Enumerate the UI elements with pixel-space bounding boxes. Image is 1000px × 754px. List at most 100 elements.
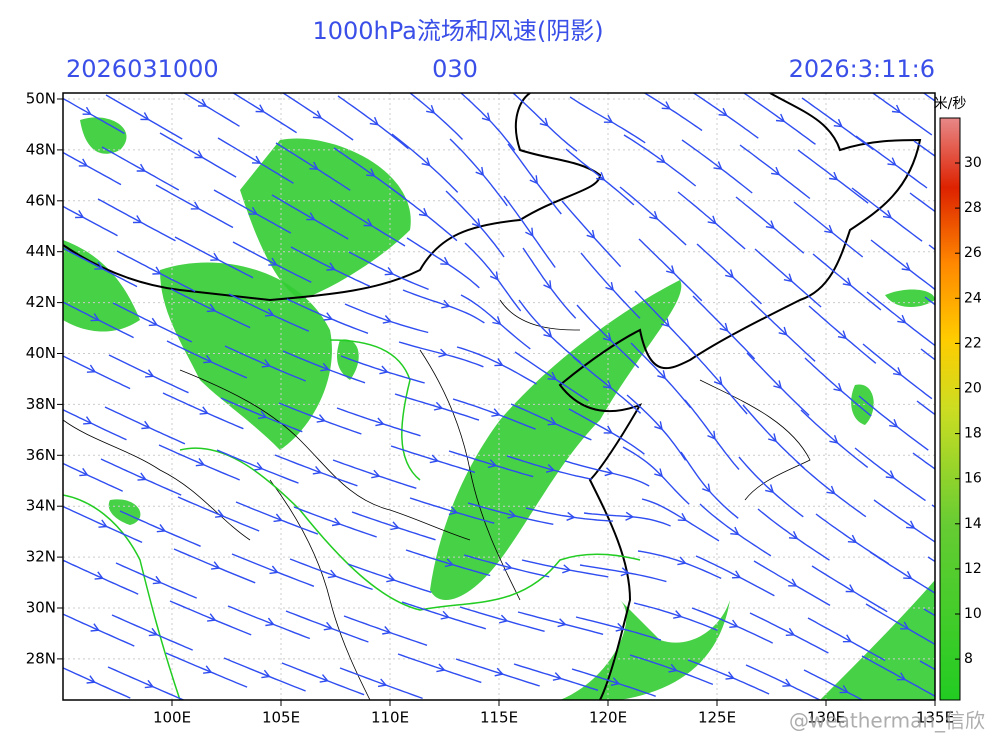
- arrowhead: [829, 171, 839, 181]
- lat-label: 28N: [26, 649, 56, 667]
- streamline: [455, 658, 540, 687]
- streamline: [571, 668, 656, 697]
- streamline: [387, 185, 458, 242]
- streamline: [796, 461, 867, 518]
- map-title: 1000hPa流场和风速(阴影): [312, 17, 603, 45]
- streamline: [507, 143, 562, 215]
- streamline: [753, 560, 831, 607]
- streamline: [111, 614, 193, 651]
- streamline: [448, 450, 534, 478]
- arrowhead: [79, 467, 89, 477]
- arrowhead: [377, 678, 388, 688]
- arrowhead: [211, 561, 221, 570]
- arrowhead: [566, 511, 576, 521]
- streamline: [637, 550, 722, 580]
- arrowhead: [779, 731, 787, 738]
- arrowhead: [268, 257, 278, 266]
- streamline: [162, 392, 244, 430]
- streamline: [97, 198, 176, 242]
- colorbar: [939, 117, 961, 701]
- arrowhead: [384, 266, 395, 276]
- lat-label: 34N: [26, 497, 56, 515]
- streamline: [738, 456, 804, 518]
- arrowhead: [487, 459, 498, 469]
- streamline: [688, 347, 748, 415]
- arrowhead: [543, 328, 553, 338]
- arrowhead: [545, 464, 556, 473]
- arrowhead: [889, 419, 899, 428]
- arrowhead: [265, 308, 275, 317]
- streamline: [177, 496, 260, 532]
- colorbar-tick-label: 26: [964, 245, 982, 261]
- arrowhead: [785, 627, 796, 636]
- arrowhead: [783, 273, 793, 283]
- streamline: [750, 300, 816, 362]
- arrowhead: [503, 561, 513, 571]
- arrowhead: [82, 106, 92, 115]
- arrowhead: [326, 262, 336, 271]
- streamline: [445, 190, 505, 258]
- arrowhead: [666, 265, 676, 275]
- arrowhead: [86, 675, 96, 684]
- streamline: [793, 201, 864, 258]
- arrowhead: [529, 175, 539, 185]
- streamline: [159, 132, 237, 178]
- streamline: [522, 247, 577, 319]
- arrowhead: [152, 266, 162, 275]
- lat-label: 30N: [26, 599, 56, 617]
- arrowhead: [606, 731, 614, 739]
- arrowhead: [586, 229, 596, 239]
- streamline: [459, 93, 516, 151]
- arrowhead: [882, 210, 893, 219]
- streamline: [807, 617, 886, 662]
- streamline: [514, 351, 589, 402]
- arrowhead: [494, 667, 504, 677]
- streamline: [677, 191, 746, 250]
- streamline: [336, 407, 421, 437]
- streamline: [112, 302, 193, 343]
- streamline: [803, 669, 864, 700]
- lon-label: 125E: [698, 709, 736, 727]
- arrowhead: [382, 315, 393, 324]
- colorbar-tick-label: 12: [964, 561, 982, 577]
- arrowhead: [668, 663, 678, 673]
- arrowhead: [654, 421, 663, 431]
- arrowhead: [731, 570, 742, 579]
- graticule: [63, 93, 935, 700]
- arrowhead: [719, 322, 729, 332]
- streamline: [63, 462, 123, 492]
- arrowhead: [702, 483, 711, 493]
- streamline: [858, 395, 929, 451]
- arrowhead: [615, 622, 625, 632]
- streamline: [572, 356, 642, 414]
- arrowhead: [261, 359, 271, 368]
- init-time: 2026031000: [66, 55, 219, 83]
- arrowhead: [215, 509, 225, 518]
- streamline: [695, 555, 775, 597]
- streamline: [63, 613, 135, 647]
- wind-shading: [63, 117, 935, 700]
- streamline: [405, 549, 491, 577]
- arrowhead: [673, 610, 683, 619]
- streamline: [105, 94, 183, 140]
- arrowhead: [725, 671, 735, 680]
- streamline: [351, 511, 436, 541]
- lon-label: 115E: [480, 709, 518, 727]
- streamline: [119, 510, 201, 547]
- arrowhead: [141, 732, 149, 739]
- arrowhead: [269, 565, 279, 575]
- arrowhead: [316, 727, 324, 735]
- arrowhead: [436, 663, 446, 673]
- arrowhead: [900, 621, 910, 630]
- colorbar-tick-label: 22: [964, 335, 982, 351]
- streamline: [870, 239, 935, 291]
- arrowhead: [94, 571, 104, 580]
- map-area: [63, 93, 935, 739]
- arrowhead: [433, 401, 444, 411]
- streamline: [104, 406, 186, 445]
- arrowhead: [661, 101, 671, 110]
- streamline: [869, 551, 935, 594]
- river-lines: [63, 339, 641, 700]
- streamline: [518, 299, 582, 364]
- arrowhead: [441, 299, 451, 309]
